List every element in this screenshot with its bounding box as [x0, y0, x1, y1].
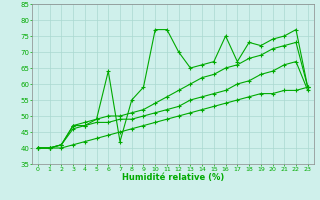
X-axis label: Humidité relative (%): Humidité relative (%) — [122, 173, 224, 182]
